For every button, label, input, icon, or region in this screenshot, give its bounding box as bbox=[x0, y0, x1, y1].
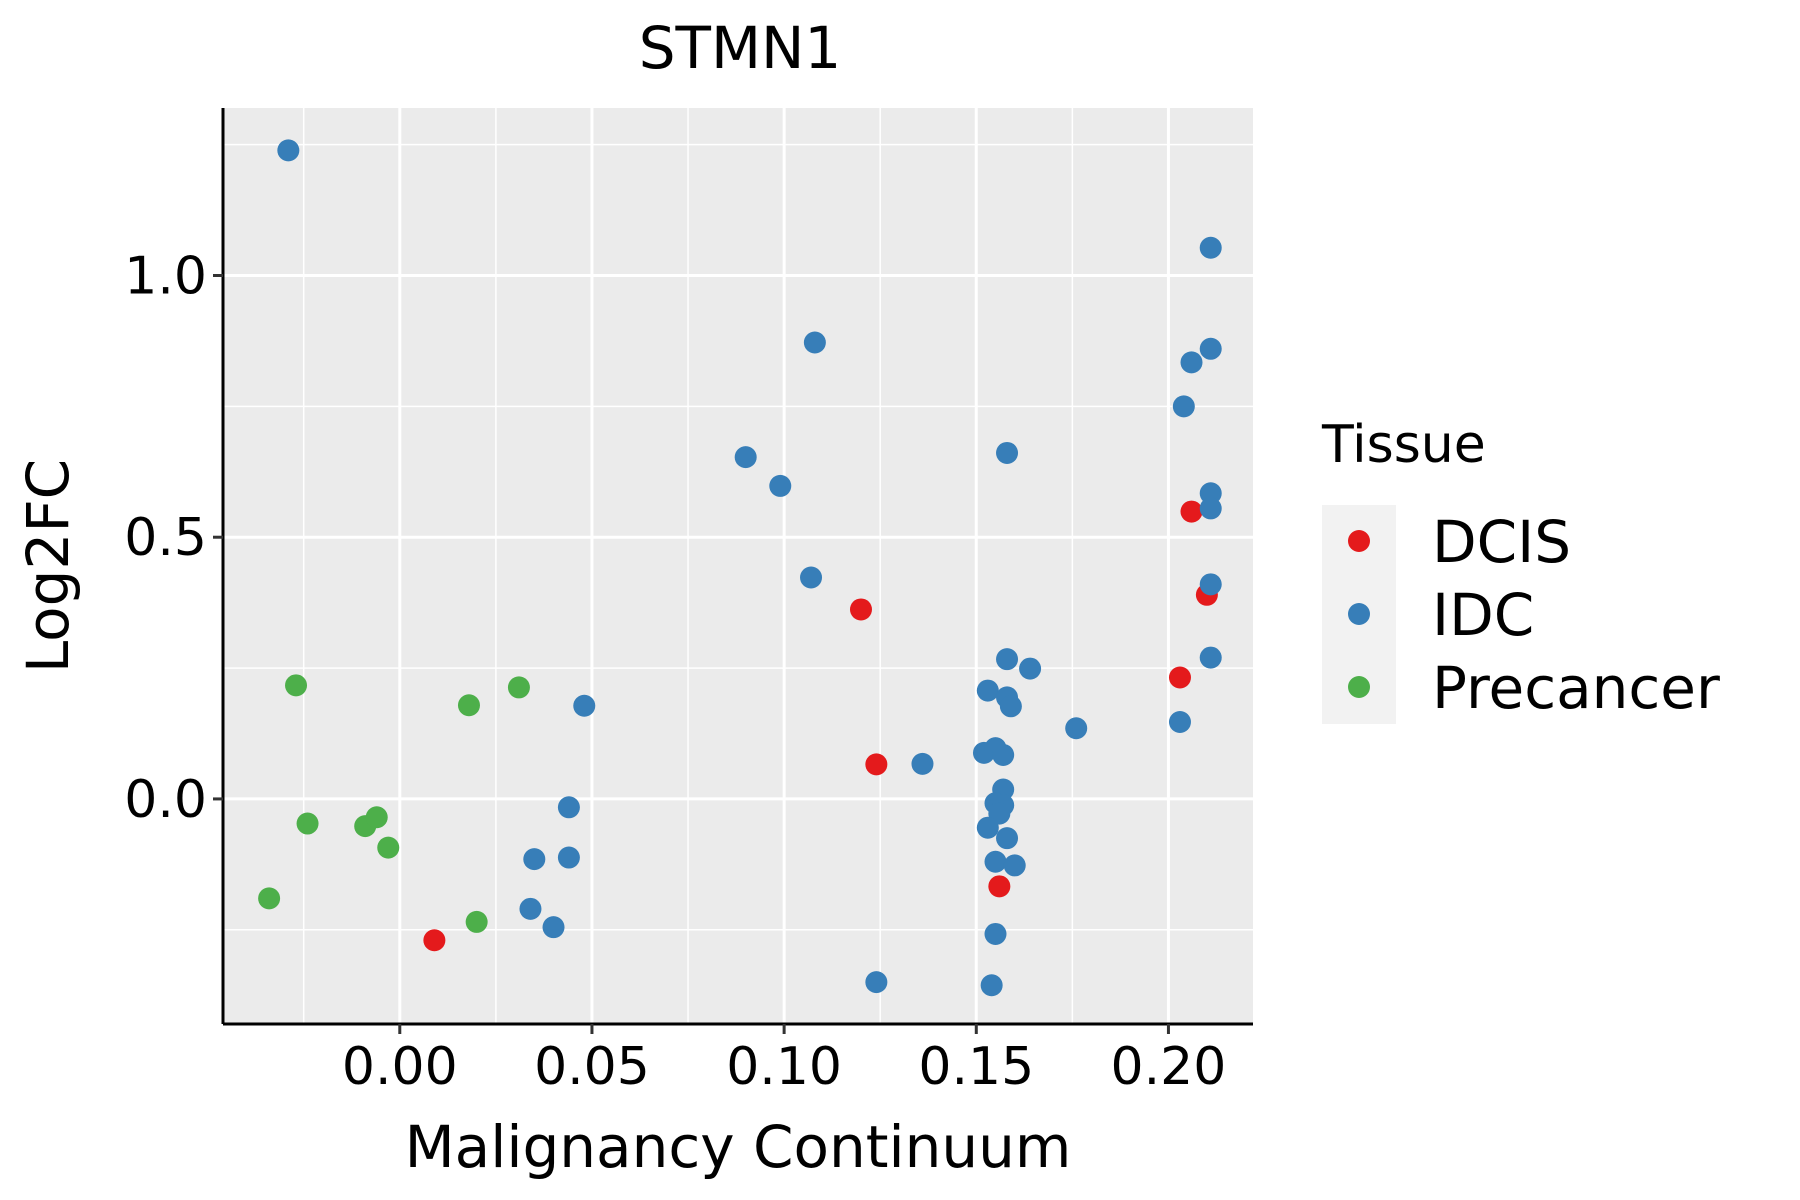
x-tick-label: 0.15 bbox=[918, 1037, 1034, 1097]
legend-label-precancer: Precancer bbox=[1432, 654, 1720, 722]
data-points bbox=[258, 139, 1222, 997]
data-point-dcis bbox=[865, 753, 888, 776]
chart-title: STMN1 bbox=[639, 14, 842, 82]
legend-label-idc: IDC bbox=[1432, 581, 1534, 649]
y-tick-label: 0.0 bbox=[124, 770, 207, 830]
y-axis-title: Log2FC bbox=[14, 459, 82, 673]
data-point-idc bbox=[1172, 395, 1195, 418]
data-point-idc bbox=[1199, 646, 1222, 669]
data-point-dcis bbox=[849, 598, 872, 621]
x-axis-title: Malignancy Continuum bbox=[405, 1113, 1072, 1181]
data-point-idc bbox=[1199, 573, 1222, 596]
grid-major bbox=[223, 108, 1253, 1024]
data-point-dcis bbox=[1168, 666, 1191, 689]
data-point-idc bbox=[1065, 717, 1088, 740]
y-tick-label: 1.0 bbox=[124, 246, 207, 306]
y-axis-ticks: 0.0 0.5 1.0 bbox=[124, 246, 223, 830]
data-point-idc bbox=[557, 796, 580, 819]
data-point-idc bbox=[800, 566, 823, 589]
data-point-idc bbox=[996, 441, 1019, 464]
x-tick-label: 0.00 bbox=[342, 1037, 458, 1097]
x-tick-label: 0.05 bbox=[534, 1037, 650, 1097]
data-point-precancer bbox=[285, 674, 308, 697]
data-point-idc bbox=[573, 694, 596, 717]
data-point-precancer bbox=[507, 676, 530, 699]
data-point-idc bbox=[980, 974, 1003, 997]
data-point-idc bbox=[911, 752, 934, 775]
data-point-precancer bbox=[377, 836, 400, 859]
legend-label-dcis: DCIS bbox=[1432, 508, 1571, 576]
data-point-precancer bbox=[465, 910, 488, 933]
data-point-idc bbox=[976, 679, 999, 702]
data-point-idc bbox=[519, 897, 542, 920]
data-point-precancer bbox=[365, 806, 388, 829]
data-point-dcis bbox=[423, 929, 446, 952]
x-axis-ticks: 0.00 0.05 0.10 0.15 0.20 bbox=[342, 1024, 1226, 1097]
data-point-idc bbox=[1180, 351, 1203, 374]
data-point-idc bbox=[865, 971, 888, 994]
legend-key-dcis bbox=[1348, 530, 1370, 552]
data-point-idc bbox=[542, 916, 565, 939]
legend-key-precancer bbox=[1348, 676, 1370, 698]
legend-title: Tissue bbox=[1321, 415, 1486, 475]
legend-key-idc bbox=[1348, 603, 1370, 625]
data-point-idc bbox=[1199, 236, 1222, 259]
data-point-idc bbox=[557, 846, 580, 869]
data-point-idc bbox=[1019, 657, 1042, 680]
data-point-idc bbox=[1003, 854, 1026, 877]
data-point-dcis bbox=[988, 875, 1011, 898]
x-tick-label: 0.10 bbox=[726, 1037, 842, 1097]
data-point-precancer bbox=[258, 887, 281, 910]
data-point-idc bbox=[992, 743, 1015, 766]
data-point-idc bbox=[996, 827, 1019, 850]
data-point-precancer bbox=[457, 694, 480, 717]
y-tick-label: 0.5 bbox=[124, 508, 207, 568]
data-point-idc bbox=[984, 850, 1007, 873]
data-point-idc bbox=[996, 648, 1019, 671]
data-point-dcis bbox=[1180, 500, 1203, 523]
data-point-idc bbox=[803, 331, 826, 354]
data-point-idc bbox=[984, 922, 1007, 945]
data-point-precancer bbox=[296, 812, 319, 835]
plot-area bbox=[221, 108, 1253, 1026]
grid-minor bbox=[223, 108, 1253, 1024]
data-point-idc bbox=[769, 474, 792, 497]
data-point-idc bbox=[999, 695, 1022, 718]
panel-background bbox=[223, 108, 1253, 1024]
data-point-idc bbox=[277, 139, 300, 162]
data-point-idc bbox=[734, 446, 757, 469]
data-point-idc bbox=[1199, 497, 1222, 520]
data-point-idc bbox=[976, 816, 999, 839]
data-point-idc bbox=[1199, 337, 1222, 360]
x-tick-label: 0.20 bbox=[1111, 1037, 1227, 1097]
data-point-idc bbox=[1199, 482, 1222, 505]
data-point-idc bbox=[1168, 710, 1191, 733]
data-point-idc bbox=[523, 848, 546, 871]
